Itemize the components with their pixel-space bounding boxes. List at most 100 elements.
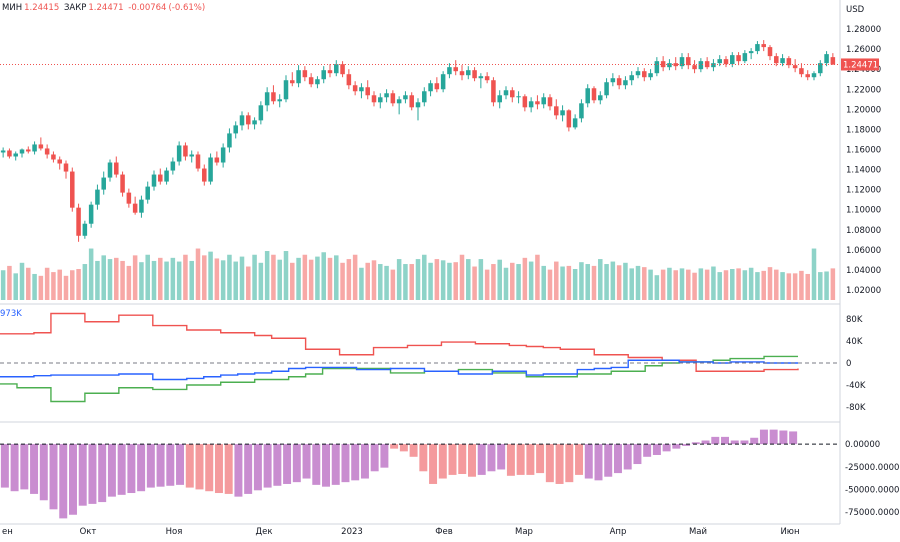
price-tick-label: 1.26000 — [846, 45, 881, 55]
price-tick-label: 1.08000 — [846, 226, 881, 236]
volume-bar — [0, 270, 6, 300]
ohlc-legend: МИН 1.24415 ЗАКР 1.24471 -0.00764 (-0.61%) — [2, 3, 207, 13]
net-bar — [565, 444, 574, 483]
volume-bar — [346, 259, 352, 300]
volume-bar — [748, 267, 754, 300]
net-bar — [623, 444, 632, 470]
candle-body — [183, 145, 188, 157]
volume-bar — [277, 259, 282, 300]
net-bar — [691, 442, 700, 445]
net-bar — [701, 440, 710, 445]
net-bar — [633, 444, 642, 465]
volume-bar — [296, 257, 301, 300]
volume-bar — [535, 254, 540, 300]
candle-body — [252, 120, 257, 125]
net-bar — [302, 444, 311, 479]
volume-bar — [176, 261, 182, 300]
net-bar — [341, 444, 350, 483]
volume-bar — [63, 275, 69, 300]
volume-bar — [572, 269, 578, 300]
net-bar — [594, 444, 603, 481]
volume-bar — [698, 268, 704, 300]
volume-bar — [660, 269, 666, 300]
volume-bar — [396, 259, 402, 300]
volume-bar — [447, 262, 452, 300]
volume-bar — [761, 270, 766, 300]
cot-red-line — [0, 312, 799, 372]
net-bar — [458, 444, 467, 474]
volume-bar — [767, 267, 773, 300]
candle-body — [629, 75, 634, 81]
volume-bar — [365, 262, 370, 300]
candle-body — [704, 61, 710, 68]
x-axis-label: ен — [2, 527, 13, 537]
volume-bar — [623, 262, 628, 300]
candles[interactable] — [0, 40, 836, 242]
candle-body — [591, 88, 597, 101]
volume-bar — [491, 264, 496, 300]
volume-bar — [717, 272, 722, 300]
candle-body — [315, 79, 320, 85]
volume-bar — [26, 267, 31, 300]
volume-bar — [352, 254, 358, 300]
net-position-histogram — [0, 429, 798, 519]
volume-bar — [239, 256, 245, 300]
volume-bar — [805, 273, 810, 300]
candle-body — [516, 96, 521, 98]
candle-body — [114, 162, 119, 175]
volume-bar — [742, 270, 748, 300]
candle-body — [799, 68, 804, 75]
candle-body — [76, 207, 81, 236]
candle-body — [686, 57, 691, 66]
volume-bar — [780, 272, 785, 300]
volume-bar — [711, 266, 716, 300]
net-bar — [30, 444, 39, 494]
candle-body — [824, 54, 829, 64]
volume-bar — [290, 262, 295, 300]
candle-body — [528, 101, 534, 108]
volume-bar — [233, 261, 238, 300]
candle-body — [19, 149, 25, 154]
volume-bar — [692, 272, 697, 300]
candle-body — [572, 118, 578, 128]
volume-bar — [145, 254, 150, 300]
volume-bar — [120, 260, 125, 300]
volume-bar — [95, 260, 100, 300]
net-bar — [312, 444, 321, 485]
candle-body — [447, 67, 452, 75]
net-bar — [789, 431, 798, 445]
x-axis-label: Июн — [780, 527, 799, 537]
net-bar — [107, 444, 116, 497]
candle-body — [585, 88, 590, 104]
candle-body — [409, 95, 414, 108]
price-tick-label: 1.12000 — [846, 186, 881, 196]
net-bar — [78, 444, 87, 506]
volume-bar — [629, 268, 634, 300]
volume-bar — [258, 262, 264, 300]
candle-body — [176, 145, 182, 162]
candle-body — [786, 58, 792, 66]
volume-bar — [579, 262, 584, 300]
volume-bar — [591, 265, 597, 300]
cot-tick-label: 80K — [846, 315, 863, 325]
candle-body — [107, 162, 113, 178]
net-bar — [769, 429, 778, 445]
x-axis-label: Ноя — [166, 527, 183, 537]
volume-bar — [648, 269, 653, 300]
candle-body — [510, 90, 515, 98]
net-bar — [477, 444, 486, 475]
candle-body — [290, 80, 295, 84]
net-bar — [399, 444, 408, 452]
candle-body — [145, 186, 150, 200]
volume-bar — [723, 270, 729, 300]
volume-bar — [214, 258, 220, 300]
net-bar — [409, 444, 418, 457]
volume-bar — [654, 275, 660, 300]
low-value: 1.24415 — [24, 3, 60, 13]
candle-body — [227, 133, 232, 148]
volume-bar — [132, 255, 138, 300]
net-bar — [185, 444, 194, 488]
cot-legend: 973K — [0, 309, 22, 319]
